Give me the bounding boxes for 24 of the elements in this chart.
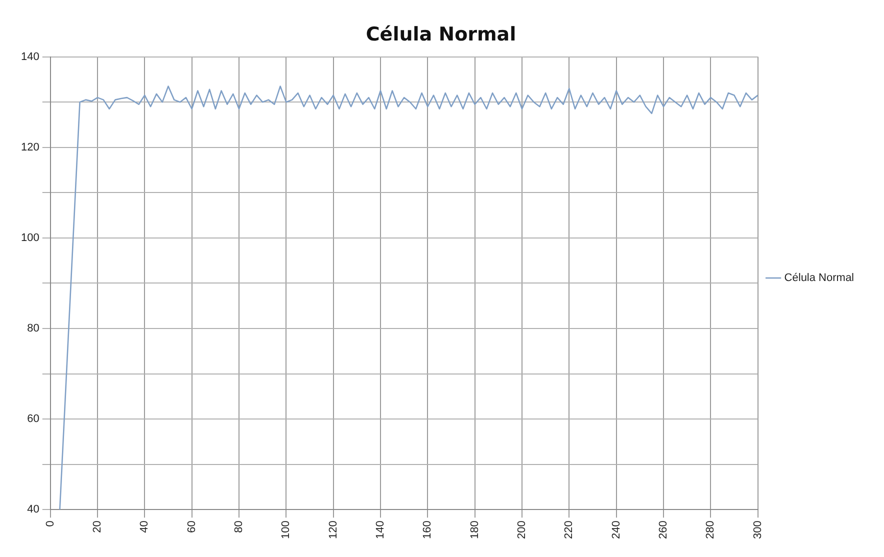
y-tick-label: 100 — [20, 232, 40, 244]
x-tick-label: 220 — [563, 520, 576, 540]
x-tick-label: 40 — [138, 520, 151, 533]
x-tick-label: 260 — [658, 520, 670, 540]
legend-label: Célula Normal — [784, 272, 854, 284]
x-tick-label: 160 — [422, 520, 434, 540]
x-tick-label: 0 — [44, 520, 56, 527]
x-tick-label: 300 — [752, 520, 764, 540]
x-tick-label: 240 — [610, 520, 622, 540]
x-tick-label: 60 — [186, 520, 198, 533]
x-tick-label: 100 — [280, 520, 292, 540]
y-tick-label: 140 — [20, 50, 40, 63]
y-tick-label: 60 — [27, 413, 40, 426]
chart-title: Célula Normal — [366, 23, 516, 46]
y-tick-label: 120 — [20, 141, 40, 154]
x-tick-label: 140 — [374, 520, 387, 540]
x-tick-label: 200 — [516, 520, 528, 540]
y-tick-label: 80 — [27, 322, 40, 335]
y-tick-label: 40 — [27, 504, 40, 516]
x-tick-label: 120 — [327, 520, 340, 540]
x-tick-label: 20 — [92, 520, 104, 533]
x-tick-label: 80 — [233, 520, 246, 533]
x-tick-label: 180 — [468, 520, 481, 540]
x-tick-label: 280 — [704, 520, 717, 540]
